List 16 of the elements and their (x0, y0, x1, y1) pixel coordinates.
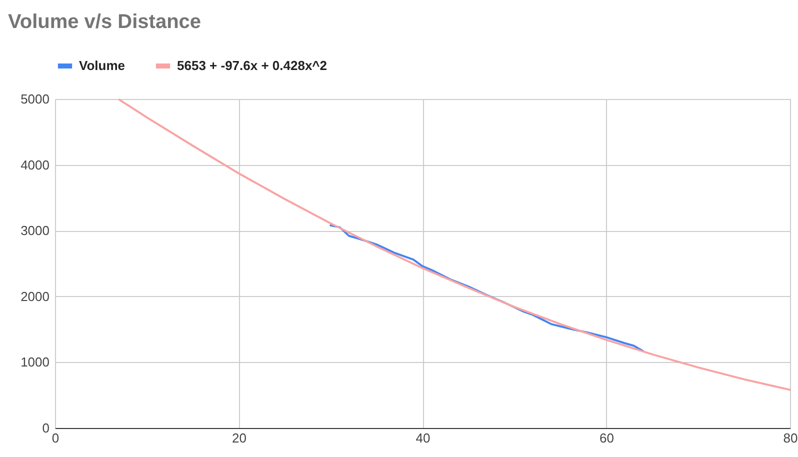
line-series (118, 98, 791, 391)
y-tick-label: 3000 (20, 223, 50, 238)
legend-label: 5653 + -97.6x + 0.428x^2 (177, 58, 327, 73)
chart-title: Volume v/s Distance (8, 11, 202, 33)
x-tick-label: 40 (416, 430, 430, 446)
y-tick-label: 4000 (20, 157, 50, 172)
line-series (330, 224, 644, 352)
x-tick-label: 60 (600, 430, 614, 446)
y-tick-label: 1000 (20, 354, 50, 370)
y-tick-label: 2000 (20, 288, 50, 304)
x-tick-label: 80 (783, 430, 798, 446)
y-tick-label: 0 (42, 420, 50, 436)
y-tick-label: 5000 (20, 92, 50, 106)
legend-label: Volume (79, 58, 125, 73)
x-tick-label: 0 (52, 430, 60, 446)
x-tick-label: 20 (232, 430, 246, 446)
